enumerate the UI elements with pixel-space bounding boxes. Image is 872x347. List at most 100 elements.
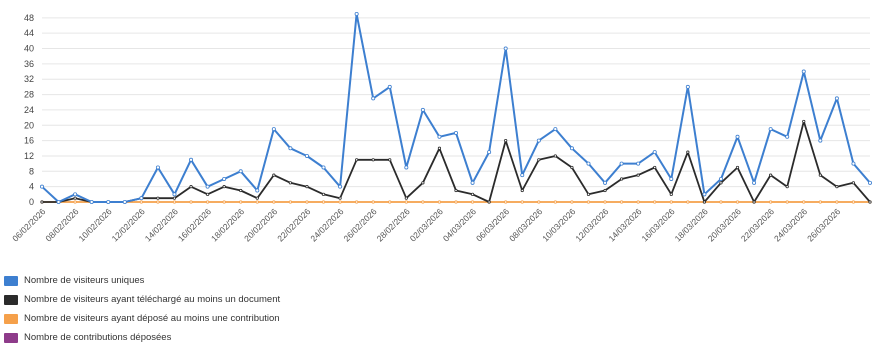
data-point[interactable] [305, 200, 309, 204]
data-point[interactable] [503, 46, 508, 51]
data-point[interactable] [653, 200, 657, 204]
data-point[interactable] [702, 192, 707, 197]
data-point[interactable] [603, 200, 607, 204]
data-point[interactable] [271, 127, 276, 132]
data-point[interactable] [520, 200, 524, 204]
data-point[interactable] [669, 176, 674, 181]
data-point[interactable] [669, 200, 673, 204]
data-point[interactable] [56, 199, 61, 204]
data-point[interactable] [569, 146, 574, 151]
data-point[interactable] [752, 200, 756, 204]
data-point[interactable] [338, 184, 343, 189]
data-point[interactable] [272, 200, 276, 204]
data-point[interactable] [702, 200, 707, 204]
data-point[interactable] [420, 107, 425, 112]
data-point[interactable] [487, 150, 492, 155]
data-point[interactable] [669, 192, 673, 196]
data-point[interactable] [288, 146, 293, 151]
data-point[interactable] [520, 173, 525, 178]
data-point[interactable] [520, 188, 524, 193]
data-point[interactable] [536, 138, 541, 143]
data-point[interactable] [487, 200, 491, 204]
data-point[interactable] [73, 196, 77, 200]
data-point[interactable] [437, 134, 442, 139]
data-point[interactable] [272, 173, 276, 177]
data-point[interactable] [801, 69, 806, 74]
data-point[interactable] [735, 134, 740, 139]
data-point[interactable] [404, 165, 409, 170]
data-point[interactable] [735, 200, 740, 204]
data-point[interactable] [106, 199, 111, 204]
data-point[interactable] [835, 200, 839, 204]
data-point[interactable] [570, 165, 574, 170]
data-point[interactable] [802, 119, 806, 124]
data-point[interactable] [553, 127, 558, 132]
data-point[interactable] [437, 200, 442, 204]
data-point[interactable] [470, 200, 475, 204]
data-point[interactable] [586, 161, 591, 166]
data-point[interactable] [156, 200, 160, 204]
data-point[interactable] [802, 200, 806, 204]
data-point[interactable] [686, 150, 690, 154]
data-point[interactable] [206, 200, 210, 204]
data-point[interactable] [354, 11, 359, 16]
data-point[interactable] [768, 127, 773, 132]
data-point[interactable] [785, 200, 789, 204]
data-point[interactable] [355, 158, 359, 162]
legend-item-visiteurs-uniques[interactable]: Nombre de visiteurs uniques [4, 271, 280, 290]
data-point[interactable] [851, 181, 856, 185]
data-point[interactable] [553, 154, 557, 158]
data-point[interactable] [255, 196, 259, 200]
data-point[interactable] [387, 84, 392, 89]
data-point[interactable] [868, 200, 872, 204]
data-point[interactable] [834, 96, 839, 101]
data-point[interactable] [769, 200, 773, 204]
data-point[interactable] [89, 199, 94, 204]
data-point[interactable] [73, 192, 78, 197]
data-point[interactable] [868, 180, 872, 185]
data-point[interactable] [470, 180, 475, 185]
data-point[interactable] [189, 157, 194, 162]
data-point[interactable] [818, 200, 822, 204]
data-point[interactable] [338, 200, 342, 204]
data-point[interactable] [139, 200, 143, 204]
data-point[interactable] [156, 196, 160, 200]
data-point[interactable] [288, 200, 292, 204]
data-point[interactable] [619, 177, 624, 181]
data-point[interactable] [686, 200, 690, 204]
data-point[interactable] [139, 196, 144, 201]
data-point[interactable] [652, 150, 657, 155]
data-point[interactable] [752, 180, 757, 185]
data-point[interactable] [818, 138, 823, 143]
data-point[interactable] [305, 185, 309, 189]
data-point[interactable] [255, 200, 259, 204]
data-point[interactable] [851, 161, 856, 166]
data-point[interactable] [619, 200, 624, 204]
data-point[interactable] [454, 188, 458, 193]
data-point[interactable] [40, 184, 45, 189]
data-point[interactable] [785, 185, 789, 189]
data-point[interactable] [239, 200, 243, 204]
data-point[interactable] [537, 158, 541, 162]
data-point[interactable] [172, 200, 177, 204]
data-point[interactable] [421, 200, 425, 204]
data-point[interactable] [636, 161, 641, 166]
data-point[interactable] [619, 161, 624, 166]
data-point[interactable] [570, 200, 574, 204]
data-point[interactable] [338, 196, 342, 200]
data-point[interactable] [685, 84, 690, 89]
data-point[interactable] [122, 199, 127, 204]
data-point[interactable] [189, 185, 193, 189]
data-point[interactable] [603, 188, 607, 193]
data-point[interactable] [404, 200, 408, 204]
data-point[interactable] [40, 200, 44, 204]
data-point[interactable] [321, 192, 326, 196]
data-point[interactable] [553, 200, 557, 204]
legend-item-contributions-deposees[interactable]: Nombre de contributions déposées [4, 328, 280, 347]
data-point[interactable] [222, 200, 226, 204]
data-point[interactable] [504, 200, 508, 204]
data-point[interactable] [719, 181, 723, 185]
legend-item-contribution[interactable]: Nombre de visiteurs ayant déposé au moin… [4, 309, 280, 328]
data-point[interactable] [735, 165, 740, 170]
data-point[interactable] [205, 184, 210, 189]
